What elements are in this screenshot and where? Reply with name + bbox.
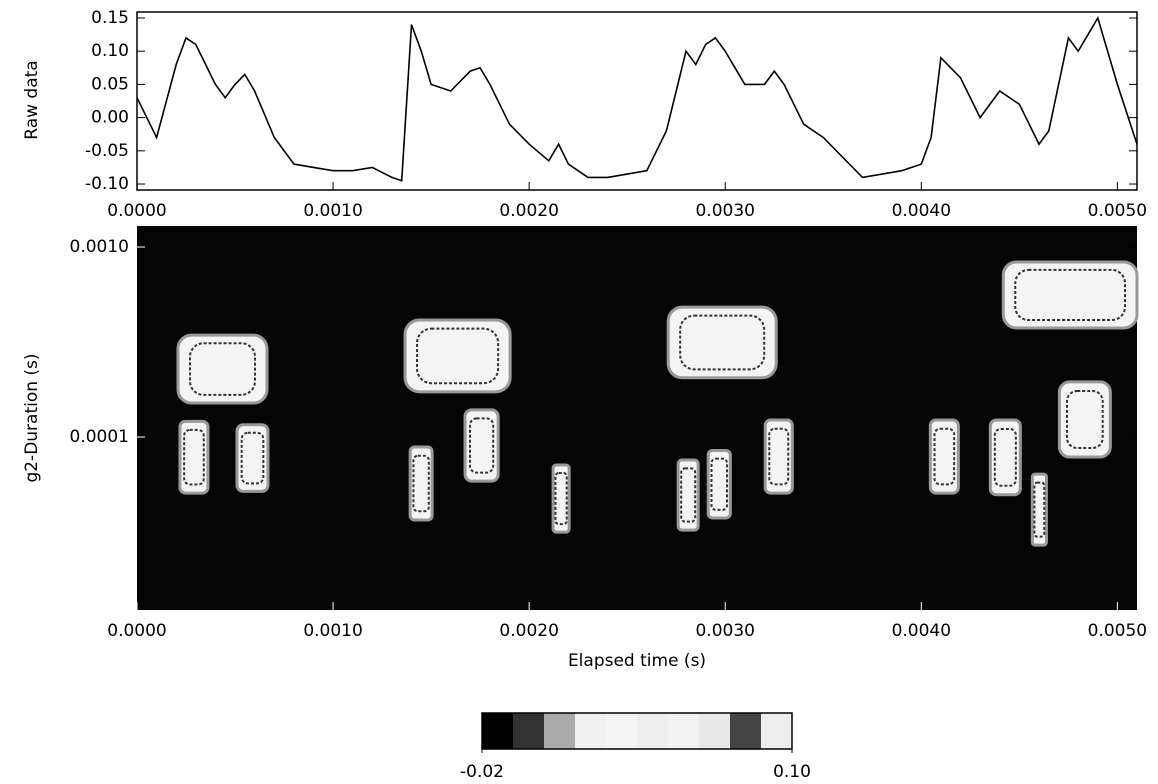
contour-line [1014,268,1127,322]
y-tick-label: -0.10 [85,174,129,194]
colorbar-swatch [699,713,731,749]
contour-region [706,448,732,520]
contour-region [1001,260,1139,330]
heatmap-background [137,226,1137,610]
y-tick-label: 0.0001 [70,427,129,447]
contour-line [680,467,697,523]
contour-line [554,472,568,526]
contour-line [412,454,430,513]
x-tick-label: 0.0030 [695,621,754,641]
y-tick-label: 0.05 [91,74,129,94]
contour-region [666,305,778,380]
x-tick-label: 0.0000 [107,201,166,221]
contour-line [416,327,500,385]
colorbar-tick-label: -0.02 [460,762,504,782]
contour-region [928,418,960,495]
contour-region [551,463,571,534]
x-tick-label: 0.0020 [499,621,558,641]
contour-line [710,457,729,511]
x-tick-label: 0.0010 [303,621,362,641]
y-tick-label: 0.15 [91,8,129,28]
x-tick-label: 0.0040 [892,621,951,641]
y-axis-title: g2-Duration (s) [22,353,42,482]
contour-region [176,333,269,405]
colorbar-swatch [761,713,793,749]
contour-line [1066,389,1104,450]
contour-region [463,408,500,483]
contour-region [763,418,794,495]
x-axis-title: Elapsed time (s) [568,651,706,671]
colorbar-tick-label: 0.10 [773,762,811,782]
contour-region [988,418,1022,497]
colorbar-swatch [668,713,700,749]
contour-line [188,342,256,396]
y-axis-title: Raw data [22,60,42,139]
data-line [136,16,1138,182]
x-tick-label: 0.0000 [107,621,166,641]
colorbar-frame [481,712,793,750]
y-tick-label: 0.00 [91,108,129,128]
contour-line [469,417,495,474]
plot-frame [136,11,1138,191]
contour-region [408,445,434,522]
x-tick-label: 0.0050 [1088,201,1147,221]
y-tick-label: 0.0010 [70,237,129,257]
colorbar-swatch [482,713,514,749]
contour-region [178,419,210,495]
contour-line [240,431,265,485]
y-tick-label: -0.05 [85,141,129,161]
x-tick-label: 0.0030 [695,201,754,221]
colorbar-swatch [544,713,576,749]
x-tick-label: 0.0040 [892,201,951,221]
contour-region [235,423,270,493]
x-tick-label: 0.0010 [303,201,362,221]
contour-region [403,318,512,394]
contour-line [679,314,766,371]
contour-region [1030,472,1048,547]
y-tick-label: 0.10 [91,41,129,61]
contour-line [993,427,1017,487]
colorbar-swatch [575,713,607,749]
colorbar-swatch [513,713,545,749]
colorbar-swatch [730,713,762,749]
x-tick-label: 0.0050 [1088,621,1147,641]
contour-line [1033,481,1046,538]
colorbar-swatch [637,713,669,749]
contour-line [183,428,205,486]
x-tick-label: 0.0020 [499,201,558,221]
contour-region [1057,380,1112,459]
contour-region [676,458,700,532]
colorbar-swatch [606,713,638,749]
